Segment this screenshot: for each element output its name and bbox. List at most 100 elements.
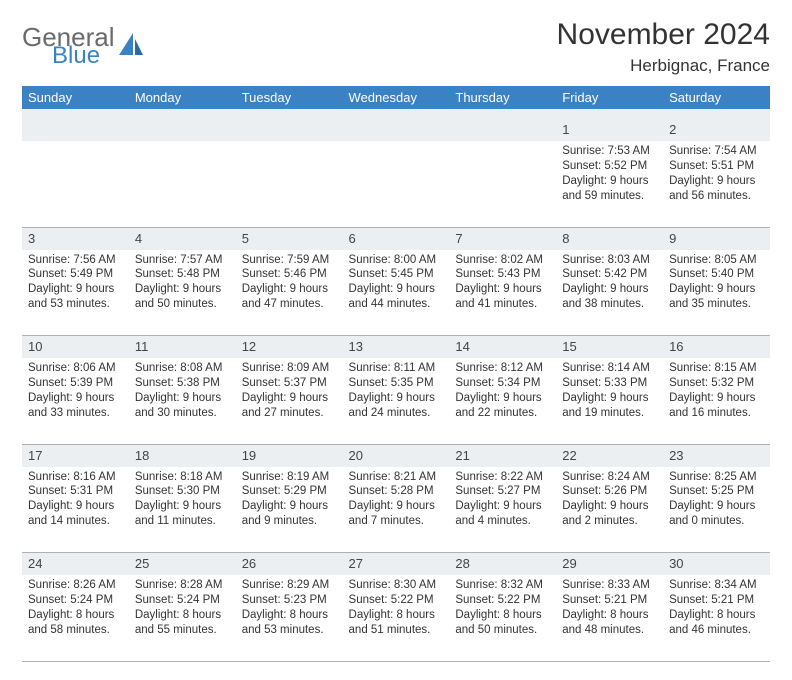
sunrise-line: Sunrise: 8:21 AM [349, 470, 444, 485]
page-title: November 2024 [557, 18, 770, 52]
sunset-line: Sunset: 5:31 PM [28, 484, 123, 499]
daynum-cell: 15 [556, 336, 663, 359]
day-cell: Sunrise: 8:00 AMSunset: 5:45 PMDaylight:… [343, 250, 450, 336]
daynum-cell: 30 [663, 553, 770, 576]
day-cell: Sunrise: 8:33 AMSunset: 5:21 PMDaylight:… [556, 575, 663, 661]
sunrise-line: Sunrise: 7:53 AM [562, 144, 657, 159]
day-number: 5 [242, 231, 249, 246]
daynum-cell: 22 [556, 444, 663, 467]
sunrise-line: Sunrise: 8:05 AM [669, 253, 764, 268]
daynum-cell: 17 [22, 444, 129, 467]
sunset-line: Sunset: 5:22 PM [349, 593, 444, 608]
daylight-line: Daylight: 9 hours and 59 minutes. [562, 174, 657, 204]
day-number: 1 [562, 122, 569, 137]
day-details: Sunrise: 8:06 AMSunset: 5:39 PMDaylight:… [22, 358, 129, 427]
sunrise-line: Sunrise: 7:59 AM [242, 253, 337, 268]
day-cell: Sunrise: 8:34 AMSunset: 5:21 PMDaylight:… [663, 575, 770, 661]
day-details: Sunrise: 7:53 AMSunset: 5:52 PMDaylight:… [556, 141, 663, 210]
daynum-cell: 27 [343, 553, 450, 576]
daylight-line: Daylight: 9 hours and 53 minutes. [28, 282, 123, 312]
week-row: Sunrise: 8:26 AMSunset: 5:24 PMDaylight:… [22, 575, 770, 661]
daynum-cell: 3 [22, 227, 129, 250]
sunrise-line: Sunrise: 8:18 AM [135, 470, 230, 485]
day-details: Sunrise: 8:32 AMSunset: 5:22 PMDaylight:… [449, 575, 556, 644]
daynum-cell: 14 [449, 336, 556, 359]
daylight-line: Daylight: 9 hours and 7 minutes. [349, 499, 444, 529]
day-cell: Sunrise: 8:26 AMSunset: 5:24 PMDaylight:… [22, 575, 129, 661]
day-cell: Sunrise: 8:09 AMSunset: 5:37 PMDaylight:… [236, 358, 343, 444]
daylight-line: Daylight: 8 hours and 46 minutes. [669, 608, 764, 638]
day-cell: Sunrise: 7:57 AMSunset: 5:48 PMDaylight:… [129, 250, 236, 336]
location: Herbignac, France [557, 56, 770, 76]
day-number: 19 [242, 448, 256, 463]
sunset-line: Sunset: 5:23 PM [242, 593, 337, 608]
sunset-line: Sunset: 5:33 PM [562, 376, 657, 391]
day-cell: Sunrise: 8:30 AMSunset: 5:22 PMDaylight:… [343, 575, 450, 661]
sunrise-line: Sunrise: 7:57 AM [135, 253, 230, 268]
sunset-line: Sunset: 5:46 PM [242, 267, 337, 282]
header: General Blue November 2024 Herbignac, Fr… [22, 18, 770, 76]
day-number: 21 [455, 448, 469, 463]
daylight-line: Daylight: 8 hours and 48 minutes. [562, 608, 657, 638]
day-details: Sunrise: 8:08 AMSunset: 5:38 PMDaylight:… [129, 358, 236, 427]
week-row: Sunrise: 7:53 AMSunset: 5:52 PMDaylight:… [22, 141, 770, 227]
sunset-line: Sunset: 5:24 PM [28, 593, 123, 608]
daynum-cell: 19 [236, 444, 343, 467]
sunrise-line: Sunrise: 8:16 AM [28, 470, 123, 485]
day-cell: Sunrise: 8:22 AMSunset: 5:27 PMDaylight:… [449, 467, 556, 553]
daylight-line: Daylight: 8 hours and 50 minutes. [455, 608, 550, 638]
sunset-line: Sunset: 5:28 PM [349, 484, 444, 499]
daynum-cell: 10 [22, 336, 129, 359]
daylight-line: Daylight: 9 hours and 14 minutes. [28, 499, 123, 529]
daylight-line: Daylight: 9 hours and 56 minutes. [669, 174, 764, 204]
daylight-line: Daylight: 9 hours and 47 minutes. [242, 282, 337, 312]
day-cell: Sunrise: 8:11 AMSunset: 5:35 PMDaylight:… [343, 358, 450, 444]
day-details: Sunrise: 8:12 AMSunset: 5:34 PMDaylight:… [449, 358, 556, 427]
day-cell: Sunrise: 7:59 AMSunset: 5:46 PMDaylight:… [236, 250, 343, 336]
day-cell [22, 141, 129, 227]
weekday-header: Friday [556, 86, 663, 114]
day-details: Sunrise: 7:54 AMSunset: 5:51 PMDaylight:… [663, 141, 770, 210]
day-number: 16 [669, 339, 683, 354]
calendar-table: SundayMondayTuesdayWednesdayThursdayFrid… [22, 86, 770, 662]
sunset-line: Sunset: 5:29 PM [242, 484, 337, 499]
weekday-header: Sunday [22, 86, 129, 114]
day-cell: Sunrise: 8:14 AMSunset: 5:33 PMDaylight:… [556, 358, 663, 444]
sunrise-line: Sunrise: 7:56 AM [28, 253, 123, 268]
daynum-cell [343, 114, 450, 141]
daylight-line: Daylight: 8 hours and 53 minutes. [242, 608, 337, 638]
day-cell: Sunrise: 8:29 AMSunset: 5:23 PMDaylight:… [236, 575, 343, 661]
daynum-cell: 13 [343, 336, 450, 359]
daylight-line: Daylight: 9 hours and 19 minutes. [562, 391, 657, 421]
daylight-line: Daylight: 9 hours and 16 minutes. [669, 391, 764, 421]
sunrise-line: Sunrise: 8:08 AM [135, 361, 230, 376]
weekday-header: Thursday [449, 86, 556, 114]
sunset-line: Sunset: 5:51 PM [669, 159, 764, 174]
sunset-line: Sunset: 5:27 PM [455, 484, 550, 499]
day-cell: Sunrise: 8:19 AMSunset: 5:29 PMDaylight:… [236, 467, 343, 553]
day-details: Sunrise: 8:33 AMSunset: 5:21 PMDaylight:… [556, 575, 663, 644]
sunrise-line: Sunrise: 8:19 AM [242, 470, 337, 485]
day-details: Sunrise: 8:30 AMSunset: 5:22 PMDaylight:… [343, 575, 450, 644]
day-cell: Sunrise: 8:03 AMSunset: 5:42 PMDaylight:… [556, 250, 663, 336]
sunrise-line: Sunrise: 8:09 AM [242, 361, 337, 376]
daylight-line: Daylight: 9 hours and 41 minutes. [455, 282, 550, 312]
daylight-line: Daylight: 9 hours and 4 minutes. [455, 499, 550, 529]
daylight-line: Daylight: 9 hours and 44 minutes. [349, 282, 444, 312]
day-number: 24 [28, 556, 42, 571]
day-number: 27 [349, 556, 363, 571]
day-cell: Sunrise: 7:56 AMSunset: 5:49 PMDaylight:… [22, 250, 129, 336]
day-details: Sunrise: 8:22 AMSunset: 5:27 PMDaylight:… [449, 467, 556, 536]
daylight-line: Daylight: 9 hours and 38 minutes. [562, 282, 657, 312]
logo-line2: Blue [52, 44, 115, 68]
sunrise-line: Sunrise: 8:00 AM [349, 253, 444, 268]
day-number: 6 [349, 231, 356, 246]
day-number: 26 [242, 556, 256, 571]
sunrise-line: Sunrise: 8:25 AM [669, 470, 764, 485]
day-cell: Sunrise: 7:53 AMSunset: 5:52 PMDaylight:… [556, 141, 663, 227]
day-number: 25 [135, 556, 149, 571]
day-number: 11 [135, 339, 149, 354]
daynum-cell: 25 [129, 553, 236, 576]
day-cell: Sunrise: 8:12 AMSunset: 5:34 PMDaylight:… [449, 358, 556, 444]
day-number: 15 [562, 339, 576, 354]
